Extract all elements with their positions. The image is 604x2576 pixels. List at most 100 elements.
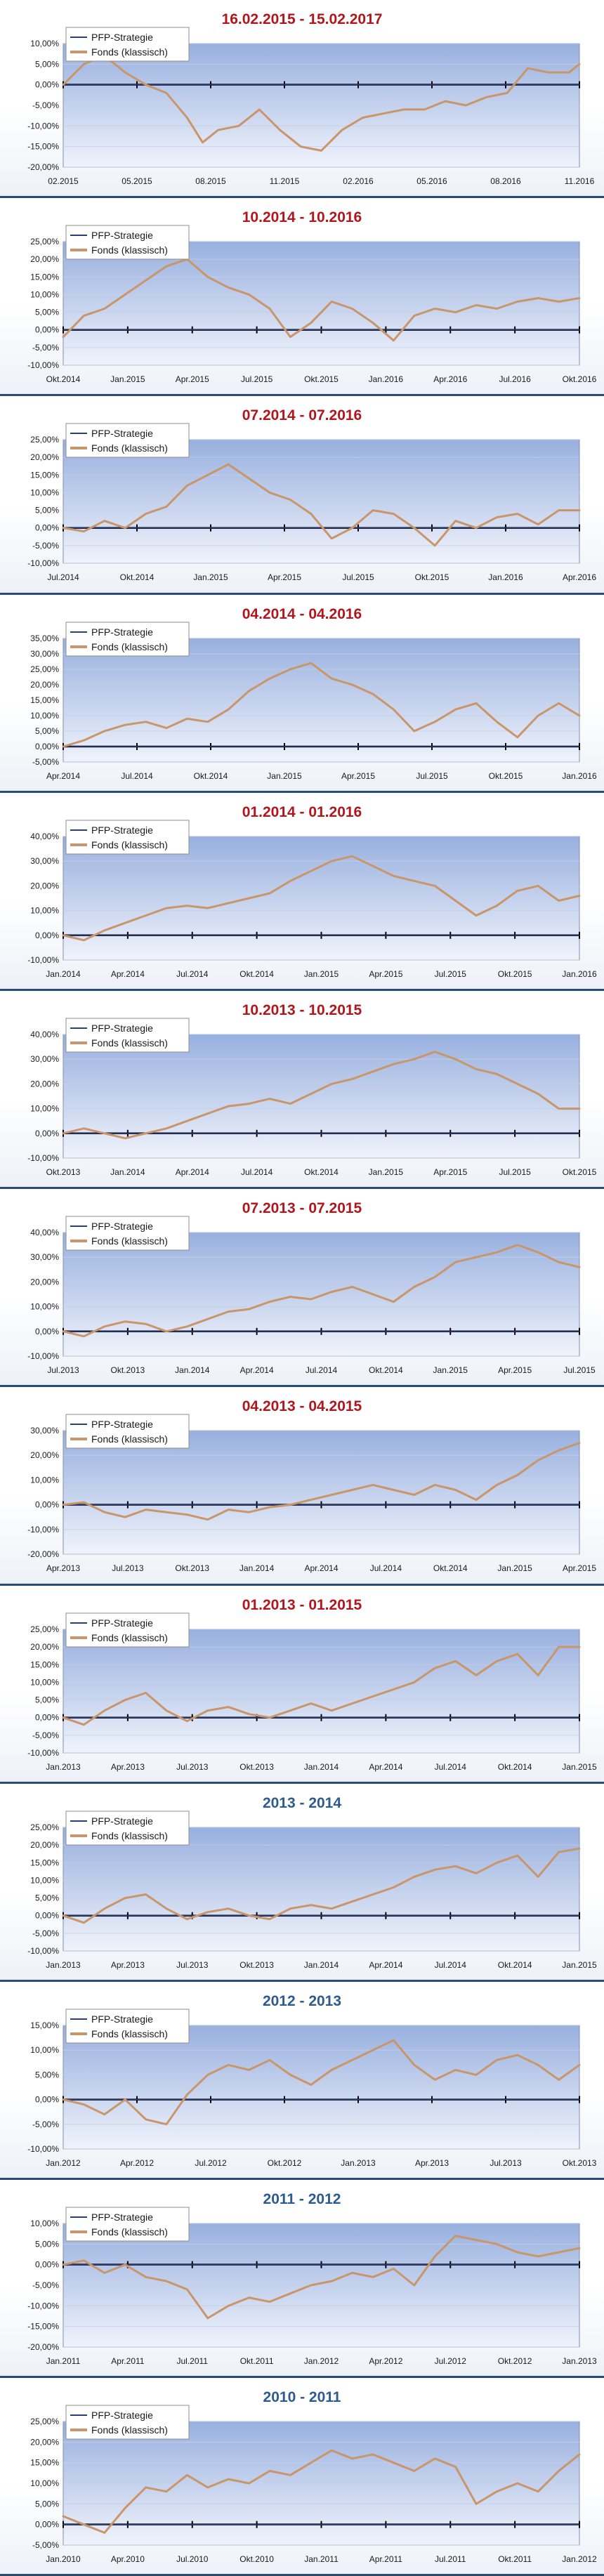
series-line-fonds — [62, 2039, 581, 2126]
legend: PFP-Strategie Fonds (klassisch) — [65, 225, 190, 260]
y-tick-label: 10,00% — [30, 1302, 59, 1312]
x-tick-label: Okt.2015 — [489, 771, 523, 781]
plot-area — [63, 439, 580, 564]
legend-label: Fonds (klassisch) — [91, 1632, 168, 1643]
legend-label: PFP-Strategie — [91, 230, 153, 241]
x-tick-label: Jan.2015 — [562, 1960, 597, 1970]
y-tick-label: 5,00% — [35, 1695, 59, 1704]
x-tick-label: Jan.2015 — [110, 374, 145, 384]
x-tick-label: Okt.2013 — [175, 1563, 209, 1573]
legend-label: Fonds (klassisch) — [91, 1433, 168, 1445]
legend: PFP-Strategie Fonds (klassisch) — [65, 423, 190, 458]
x-tick-label: Okt.2014 — [120, 572, 155, 582]
x-tick-label: Jan.2014 — [46, 969, 81, 979]
x-tick-label: Jan.2015 — [304, 969, 339, 979]
y-tick-label: -10,00% — [27, 1153, 59, 1163]
x-tick-label: Okt.2013 — [111, 1365, 145, 1375]
x-tick-label: Apr.2016 — [433, 374, 467, 384]
x-tick-label: Apr.2015 — [268, 572, 301, 582]
y-tick-label: -5,00% — [32, 1928, 59, 1938]
plot-area — [63, 1629, 580, 1753]
y-tick-label: -10,00% — [27, 2301, 59, 2311]
y-tick-label: -5,00% — [32, 1730, 59, 1740]
chart-title: 2010 - 2011 — [263, 2389, 341, 2405]
chart-title: 2011 - 2012 — [263, 2191, 341, 2207]
y-tick-label: -5,00% — [32, 343, 59, 353]
x-tick-label: Jul.2014 — [306, 1365, 338, 1375]
x-tick-label: Jan.2014 — [175, 1365, 210, 1375]
x-tick-label: Jan.2016 — [488, 572, 523, 582]
y-tick-label: 0,00% — [35, 742, 59, 751]
x-tick-label: 05.2015 — [122, 176, 152, 186]
x-tick-label: 02.2016 — [343, 176, 374, 186]
x-tick-label: Apr.2015 — [498, 1365, 532, 1375]
x-tick-label: Okt.2011 — [240, 2356, 274, 2366]
y-tick-label: 15,00% — [30, 2458, 59, 2468]
chart-title: 10.2014 - 10.2016 — [242, 209, 362, 225]
x-tick-label: Apr.2011 — [111, 2356, 144, 2366]
legend-label: Fonds (klassisch) — [91, 641, 168, 652]
y-tick-label: 25,00% — [30, 1822, 59, 1832]
x-tick-label: Jul.2015 — [499, 1167, 531, 1177]
x-tick-label: Jan.2015 — [497, 1563, 532, 1573]
line-chart: 07.2014 - 07.2016 25,00% 20,00% 15,00% 10,00… — [27, 407, 596, 582]
x-tick-label: Jan.2016 — [562, 969, 597, 979]
x-tick-label: Apr.2015 — [176, 374, 209, 384]
chart-title: 16.02.2015 - 15.02.2017 — [222, 11, 383, 27]
y-tick-label: 5,00% — [35, 1893, 59, 1903]
y-tick-label: -10,00% — [27, 955, 59, 965]
chart-title: 10.2013 - 10.2015 — [242, 1002, 362, 1018]
series-line-fonds — [62, 1645, 581, 1726]
legend-label: Fonds (klassisch) — [91, 442, 168, 454]
y-tick-label: 20,00% — [30, 1451, 59, 1461]
chart-panel: 2011 - 2012 10,00% 5,00% 0,00% -5,00% -10,00%… — [0, 2180, 604, 2379]
chart-panel: 04.2013 - 04.2015 30,00% 20,00% 10,00% 0,00%… — [0, 1387, 604, 1586]
y-tick-label: 5,00% — [35, 2499, 59, 2509]
x-tick-label: Jan.2016 — [562, 771, 597, 781]
legend-label: Fonds (klassisch) — [91, 1830, 168, 1841]
line-chart: 2011 - 2012 10,00% 5,00% 0,00% -5,00% -10,00%… — [27, 2191, 597, 2366]
legend-label: Fonds (klassisch) — [91, 839, 168, 850]
y-tick-label: -10,00% — [27, 558, 59, 568]
legend: PFP-Strategie Fonds (klassisch) — [65, 1811, 190, 1846]
chart-title: 04.2014 - 04.2016 — [242, 606, 362, 622]
y-tick-label: 0,00% — [35, 1910, 59, 1920]
x-tick-label: Okt.2013 — [239, 1762, 274, 1772]
x-tick-label: Jul.2014 — [121, 771, 153, 781]
y-tick-label: 10,00% — [30, 711, 59, 721]
plot-area — [63, 836, 580, 961]
y-tick-label: 10,00% — [30, 1476, 59, 1485]
legend-label: PFP-Strategie — [91, 2212, 153, 2223]
y-tick-label: -5,00% — [32, 100, 59, 110]
x-tick-label: Jul.2014 — [435, 1762, 467, 1772]
line-chart: 16.02.2015 - 15.02.2017 10,00% 5,00% 0,00% -… — [27, 11, 594, 186]
legend-label: Fonds (klassisch) — [91, 2424, 168, 2436]
chart-panel: 10.2014 - 10.2016 25,00% 20,00% 15,00% 10,00… — [0, 198, 604, 397]
legend-label: Fonds (klassisch) — [91, 2226, 168, 2237]
legend: PFP-Strategie Fonds (klassisch) — [65, 1414, 190, 1449]
x-tick-label: Jul.2016 — [499, 374, 531, 384]
y-tick-label: 15,00% — [30, 1660, 59, 1669]
y-tick-label: -5,00% — [32, 2120, 59, 2129]
legend: PFP-Strategie Fonds (klassisch) — [65, 2207, 190, 2242]
y-tick-label: -10,00% — [27, 1351, 59, 1361]
x-tick-label: Jan.2013 — [562, 2356, 597, 2366]
x-tick-label: Jan.2011 — [46, 2356, 81, 2366]
y-tick-label: 5,00% — [35, 308, 59, 317]
y-tick-label: 0,00% — [35, 1712, 59, 1722]
x-tick-label: Jul.2013 — [176, 1960, 209, 1970]
series-line-fonds — [62, 1051, 581, 1140]
line-chart: 07.2013 - 07.2015 40,00% 30,00% 20,00% 10,00… — [27, 1200, 596, 1375]
y-tick-label: 15,00% — [30, 2020, 59, 2030]
y-tick-label: 0,00% — [35, 325, 59, 335]
series-line-fonds — [62, 1847, 581, 1924]
x-tick-label: Apr.2015 — [341, 771, 375, 781]
x-tick-label: 08.2015 — [195, 176, 226, 186]
x-tick-label: Apr.2013 — [111, 1960, 145, 1970]
x-tick-label: Apr.2015 — [433, 1167, 467, 1177]
plot-area — [63, 1034, 580, 1159]
x-tick-label: Okt.2010 — [239, 2554, 274, 2564]
y-tick-label: 20,00% — [30, 2438, 59, 2447]
x-tick-label: Apr.2013 — [415, 2158, 449, 2168]
x-tick-label: Apr.2014 — [369, 1762, 402, 1772]
